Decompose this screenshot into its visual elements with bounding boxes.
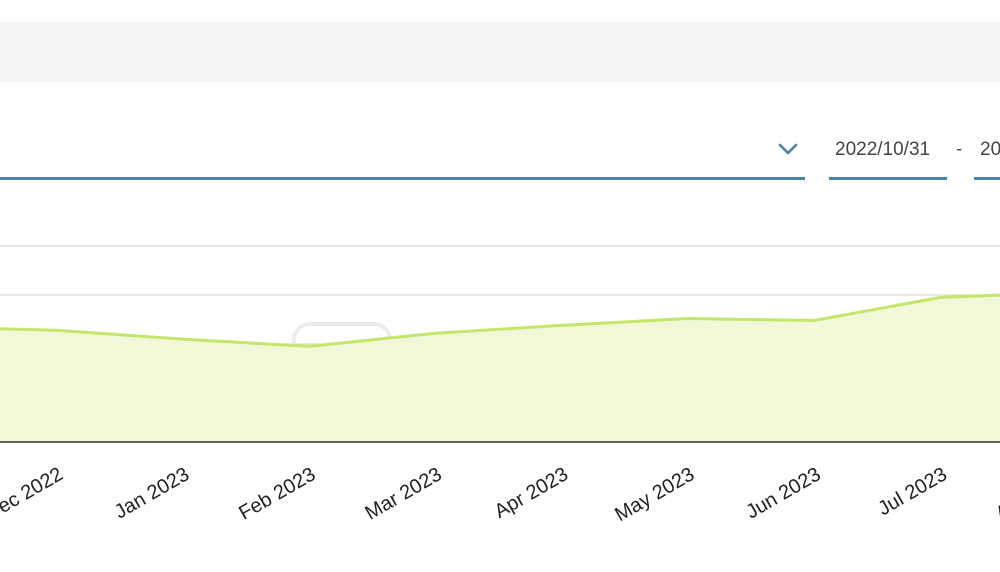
x-tick-label: Jun 2023 [742,463,824,523]
x-tick-label: Jul 2023 [874,463,950,520]
x-tick-label: Feb 2023 [235,463,319,524]
x-tick-label: Jan 2023 [111,463,193,523]
end-date-input[interactable]: 2023/08/31 [974,120,1000,180]
filter-row: 2022/10/31 - 2023/08/31 [0,120,1000,184]
x-tick-label: Apr 2023 [491,463,572,523]
metric-select[interactable] [0,120,805,180]
chevron-down-icon[interactable] [777,138,799,160]
top-toolbar [0,22,1000,82]
series-line [0,293,1000,348]
x-tick-labels: Dec 2022 Jan 2023 Feb 2023 Mar 2023 Apr 2023… [0,463,1000,526]
x-tick-label: Mar 2023 [362,463,446,524]
date-range-separator: - [956,139,963,160]
x-tick-label: May 2023 [611,463,698,526]
series-area [0,295,1000,442]
x-tick-label: Dec 2022 [0,463,67,525]
x-tick-label: Aug 2023 [992,463,1000,525]
start-date-input[interactable]: 2022/10/31 [829,120,947,180]
